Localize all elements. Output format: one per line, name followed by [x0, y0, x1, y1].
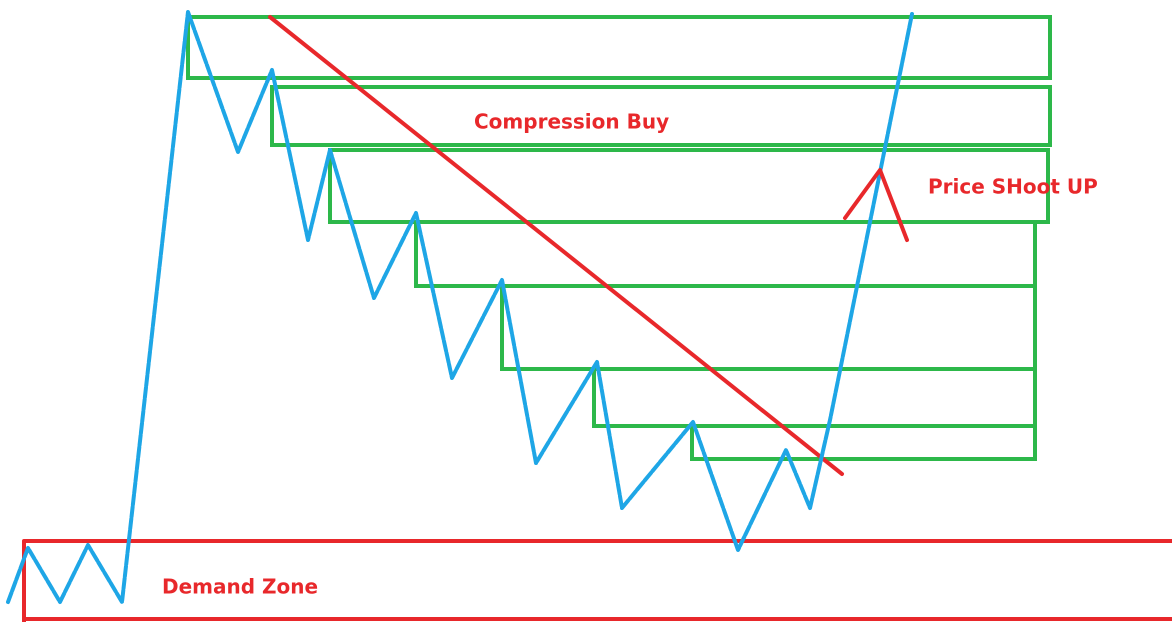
- trend-line: [268, 15, 844, 476]
- shoot-arrow: [843, 168, 909, 242]
- compression-label: Compression Buy: [474, 110, 669, 134]
- demand-label: Demand Zone: [162, 575, 318, 599]
- demand-zone: [22, 539, 1172, 622]
- zone-box: [690, 424, 1037, 461]
- zone-box: [186, 15, 1052, 80]
- zone-box: [270, 85, 1052, 147]
- compression-zones: [186, 15, 1052, 461]
- shoot-label: Price SHoot UP: [928, 175, 1098, 199]
- price-path: [6, 10, 914, 604]
